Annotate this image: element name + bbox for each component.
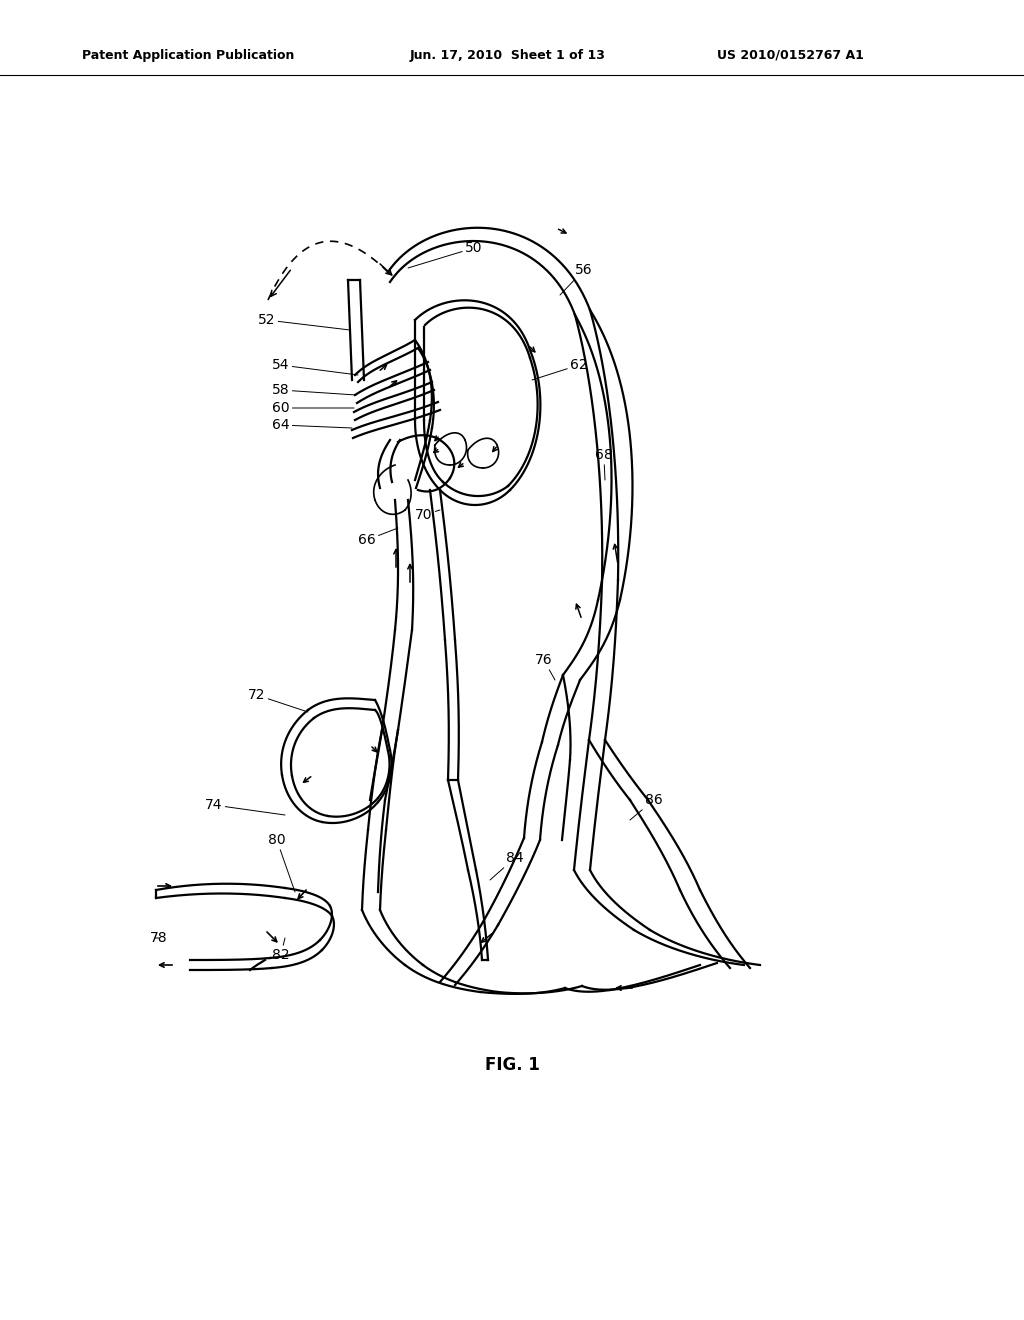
Text: Patent Application Publication: Patent Application Publication (82, 49, 294, 62)
Text: 60: 60 (272, 401, 354, 414)
Text: 78: 78 (150, 931, 168, 945)
Text: 58: 58 (272, 383, 356, 397)
Text: 86: 86 (630, 793, 663, 820)
Text: 56: 56 (560, 263, 593, 294)
Text: 70: 70 (415, 508, 440, 521)
Text: 72: 72 (248, 688, 308, 711)
Text: FIG. 1: FIG. 1 (484, 1056, 540, 1074)
Text: 82: 82 (272, 939, 290, 962)
Text: 76: 76 (535, 653, 555, 680)
Text: 68: 68 (595, 447, 612, 480)
Text: US 2010/0152767 A1: US 2010/0152767 A1 (717, 49, 863, 62)
Text: Jun. 17, 2010  Sheet 1 of 13: Jun. 17, 2010 Sheet 1 of 13 (410, 49, 605, 62)
Text: 62: 62 (532, 358, 588, 380)
Text: 80: 80 (268, 833, 295, 892)
Text: 52: 52 (258, 313, 350, 330)
Text: 54: 54 (272, 358, 358, 375)
Text: 66: 66 (358, 528, 398, 546)
Text: 64: 64 (272, 418, 352, 432)
Text: 50: 50 (408, 242, 482, 268)
Text: 74: 74 (205, 799, 285, 814)
Text: 84: 84 (490, 851, 523, 880)
